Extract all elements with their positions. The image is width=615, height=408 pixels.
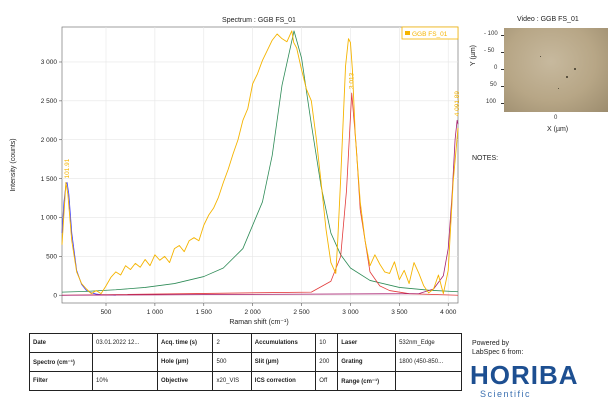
fit-peak-line [61,119,459,296]
video-y-tick: - 100 [484,31,498,37]
video-panel: Video : GGB FS_01 - 100 - 50 0 50 100 0 … [460,0,615,150]
fit-peak-line [61,92,459,296]
particle-dot [566,76,568,78]
param-label: Grating [337,352,397,372]
powered-by-text: Powered by LabSpec 6 from: [472,339,592,357]
y-tick-label: 1 000 [41,215,58,222]
param-label: ICS correction [250,371,317,391]
x-tick-label: 3 500 [391,309,408,316]
param-value: 500 [212,352,252,372]
notes-label: NOTES: [472,155,499,162]
param-value: Off [315,371,339,391]
param-value: x20_VIS [212,371,252,391]
peak-label: 101.91 [64,158,71,178]
param-label: Accumulations [250,333,317,353]
param-label: Spectro (cm⁻¹) [28,352,94,372]
sample-video-image [504,28,608,112]
param-value: 1800 (450-850... [395,352,462,372]
video-y-tick: 100 [486,99,497,105]
param-label: Filter [28,371,94,391]
legend-label: GGB FS_01 [412,31,448,38]
horiba-logo-subtitle: Scientific [480,389,532,399]
x-tick-label: 1 500 [196,309,213,316]
peak-label: 3 013 [349,72,356,89]
particle-dot [574,68,576,70]
y-tick-label: 2 000 [41,137,58,144]
x-tick-label: 4 000 [440,309,457,316]
x-tick-label: 3 000 [342,309,359,316]
video-x-label: X (µm) [547,126,569,133]
y-tick-label: 0 [53,292,57,299]
x-tick-label: 500 [101,309,112,316]
video-y-label: Y (µm) [470,44,477,66]
legend-swatch [405,31,410,35]
table-row: Filter 10% Objective x20_VIS ICS correct… [28,371,462,391]
y-tick-label: 2 500 [41,98,58,105]
legend-box [401,26,459,40]
param-label: Objective [156,371,214,391]
video-title: Video : GGB FS_01 [517,16,579,23]
y-tick-label: 3 000 [41,59,58,66]
acquisition-parameters-table: Date 03.01.2022 12... Acq. time (s) 2 Ac… [28,333,462,391]
video-x-tick: 0 [554,115,558,121]
video-y-tickmark [501,69,504,70]
video-y-tick: 50 [490,82,497,88]
fit-peak-line [61,30,459,293]
video-y-tick: 0 [494,65,498,71]
powered-line-1: Powered by [472,340,509,347]
video-y-tickmark [501,35,504,36]
particle-dot [558,88,559,89]
spectrum-series-line [61,30,459,295]
legend: GGB FS_01 [401,26,459,40]
param-label: Laser [337,333,397,353]
chart-title: Spectrum : GGB FS_01 [222,17,296,24]
y-axis-title: Intensity (counts) [10,138,17,191]
param-value: 10 [315,333,339,353]
table-row: Spectro (cm⁻¹) Hole (µm) 500 Slit (µm) 2… [28,352,462,372]
param-label: Acq. time (s) [156,333,214,353]
param-value [92,352,158,372]
param-value: 03.01.2022 12... [92,333,158,353]
param-value: 10% [92,371,158,391]
x-axis-title: Raman shift (cm⁻¹) [229,319,288,326]
video-y-tickmark [501,86,504,87]
table-row: Date 03.01.2022 12... Acq. time (s) 2 Ac… [28,333,462,353]
x-tick-label: 2 500 [293,309,310,316]
fit-peak-line [61,182,116,296]
peak-label: 4 091.89 [454,91,461,117]
video-y-tickmark [501,103,504,104]
video-y-tickmark [501,52,504,53]
x-tick-label: 1 000 [147,309,164,316]
spectrum-chart: Spectrum : GGB FS_01 500 1 000 1 500 2 000 2… [10,17,461,326]
param-label: Date [28,333,94,353]
particle-dot [540,56,541,57]
param-value [395,371,462,391]
y-tick-label: 500 [46,254,57,261]
powered-line-2: LabSpec 6 from: [472,349,524,356]
horiba-logo: HORIBA [470,360,579,390]
plot-frame [61,26,459,304]
y-tick-label: 1 500 [41,176,58,183]
param-value: 200 [315,352,339,372]
param-value: 2 [212,333,252,353]
param-value: 532nm_Edge [395,333,462,353]
x-tick-label: 2 000 [245,309,262,316]
param-label: Hole (µm) [156,352,214,372]
param-label: Slit (µm) [250,352,317,372]
param-label: Range (cm⁻¹) [337,371,397,391]
video-y-tick: - 50 [484,48,495,54]
